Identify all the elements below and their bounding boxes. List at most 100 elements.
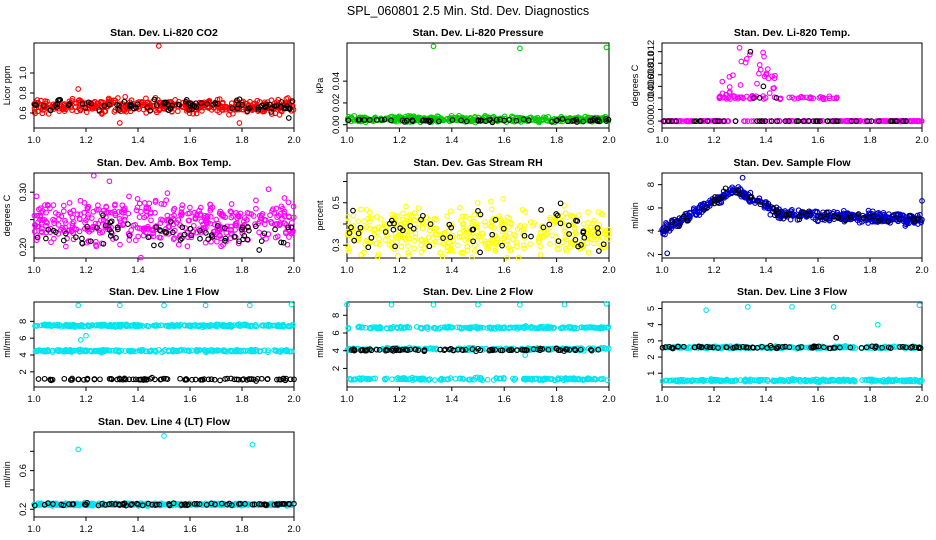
data-point: [111, 97, 117, 104]
y-axis-label: ml/min: [630, 202, 640, 229]
x-tick-label: 1.4: [131, 394, 144, 405]
data-point: [263, 102, 270, 108]
x-tick-label: 1.6: [498, 135, 511, 146]
x-tick-label: 2.0: [915, 135, 928, 146]
data-point: [90, 172, 97, 179]
x-tick-label: 2.0: [287, 265, 300, 276]
data-point: [285, 115, 292, 121]
data-point: [506, 117, 513, 123]
panel-title: Stan. Dev. Amb. Box Temp.: [97, 157, 232, 169]
x-tick-label: 2.0: [915, 265, 928, 276]
data-point: [265, 186, 272, 193]
data-point: [77, 107, 84, 114]
data-point: [253, 197, 259, 204]
data-point: [184, 243, 191, 250]
data-point: [161, 302, 167, 309]
data-point: [605, 236, 611, 242]
data-points: [659, 174, 925, 257]
x-tick-label: 1.8: [550, 265, 563, 276]
data-point: [488, 198, 494, 205]
data-point: [155, 43, 162, 49]
x-tick-label: 1.0: [27, 265, 40, 276]
data-point: [537, 252, 544, 258]
data-point: [477, 249, 483, 256]
data-point: [760, 83, 767, 90]
data-point: [222, 103, 228, 110]
data-point: [31, 228, 38, 235]
x-tick-label: 1.2: [79, 265, 92, 276]
data-point: [744, 304, 751, 310]
x-tick-label: 1.0: [655, 265, 668, 276]
data-point: [578, 115, 585, 122]
data-point: [186, 107, 193, 113]
data-point: [239, 102, 245, 108]
data-point: [553, 117, 560, 124]
data-point: [449, 117, 456, 123]
data-point: [106, 101, 113, 108]
data-point: [102, 108, 109, 115]
data-point: [82, 104, 89, 111]
y-axis: 0.000.020.04: [331, 72, 347, 134]
data-point: [144, 104, 151, 111]
data-point: [489, 119, 496, 126]
data-point: [245, 105, 251, 112]
panel-title: Stan. Dev. Li-820 Pressure: [412, 27, 543, 39]
data-point: [60, 208, 67, 215]
y-tick-label: 4: [331, 348, 342, 353]
x-tick-label: 1.4: [445, 135, 458, 146]
data-point: [430, 43, 437, 50]
data-point: [500, 196, 507, 202]
data-point: [41, 375, 48, 382]
data-point: [517, 301, 523, 308]
data-point: [399, 117, 406, 124]
data-point: [580, 118, 587, 125]
x-tick-label: 1.0: [340, 135, 353, 146]
data-point: [754, 80, 760, 87]
data-point: [176, 102, 183, 108]
panel-title: Stan. Dev. Li-820 Temp.: [734, 27, 850, 39]
data-point: [116, 302, 123, 309]
y-axis: 0.200.30: [18, 183, 34, 256]
data-point: [736, 44, 743, 51]
data-point: [212, 100, 218, 106]
x-tick-label: 1.0: [340, 265, 353, 276]
y-tick-label: 4: [18, 352, 29, 357]
data-point: [65, 102, 72, 109]
data-point: [43, 235, 49, 242]
data-point: [591, 240, 597, 247]
data-point: [239, 104, 246, 111]
x-tick-label: 2.0: [287, 394, 300, 405]
y-tick-label: 6: [331, 330, 342, 335]
data-point: [53, 104, 60, 110]
x-tick-label: 1.4: [131, 135, 144, 146]
x-tick-label: 1.0: [27, 135, 40, 146]
x-tick-label: 1.4: [759, 135, 772, 146]
data-point: [182, 98, 189, 105]
data-point: [358, 206, 364, 213]
data-point: [286, 106, 293, 112]
data-point: [446, 116, 453, 123]
data-point: [148, 217, 154, 224]
data-point: [121, 108, 128, 114]
data-point: [365, 244, 372, 251]
data-point: [414, 115, 421, 122]
data-point: [66, 101, 73, 108]
x-tick-label: 1.2: [79, 394, 92, 405]
x-tick-label: 1.6: [183, 394, 196, 405]
data-point: [127, 102, 134, 109]
x-tick-label: 1.0: [27, 394, 40, 405]
data-point: [66, 200, 73, 206]
data-point: [585, 249, 592, 256]
data-point: [455, 242, 461, 249]
y-tick-label: 0.00: [331, 115, 342, 134]
data-point: [136, 214, 143, 220]
data-point: [164, 190, 171, 196]
data-point: [744, 118, 751, 124]
data-point: [284, 99, 291, 106]
data-point: [85, 105, 92, 112]
